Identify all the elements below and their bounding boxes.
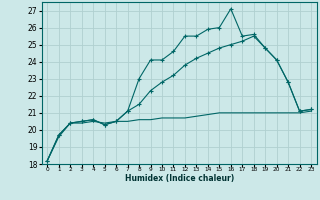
X-axis label: Humidex (Indice chaleur): Humidex (Indice chaleur) [124,174,234,183]
